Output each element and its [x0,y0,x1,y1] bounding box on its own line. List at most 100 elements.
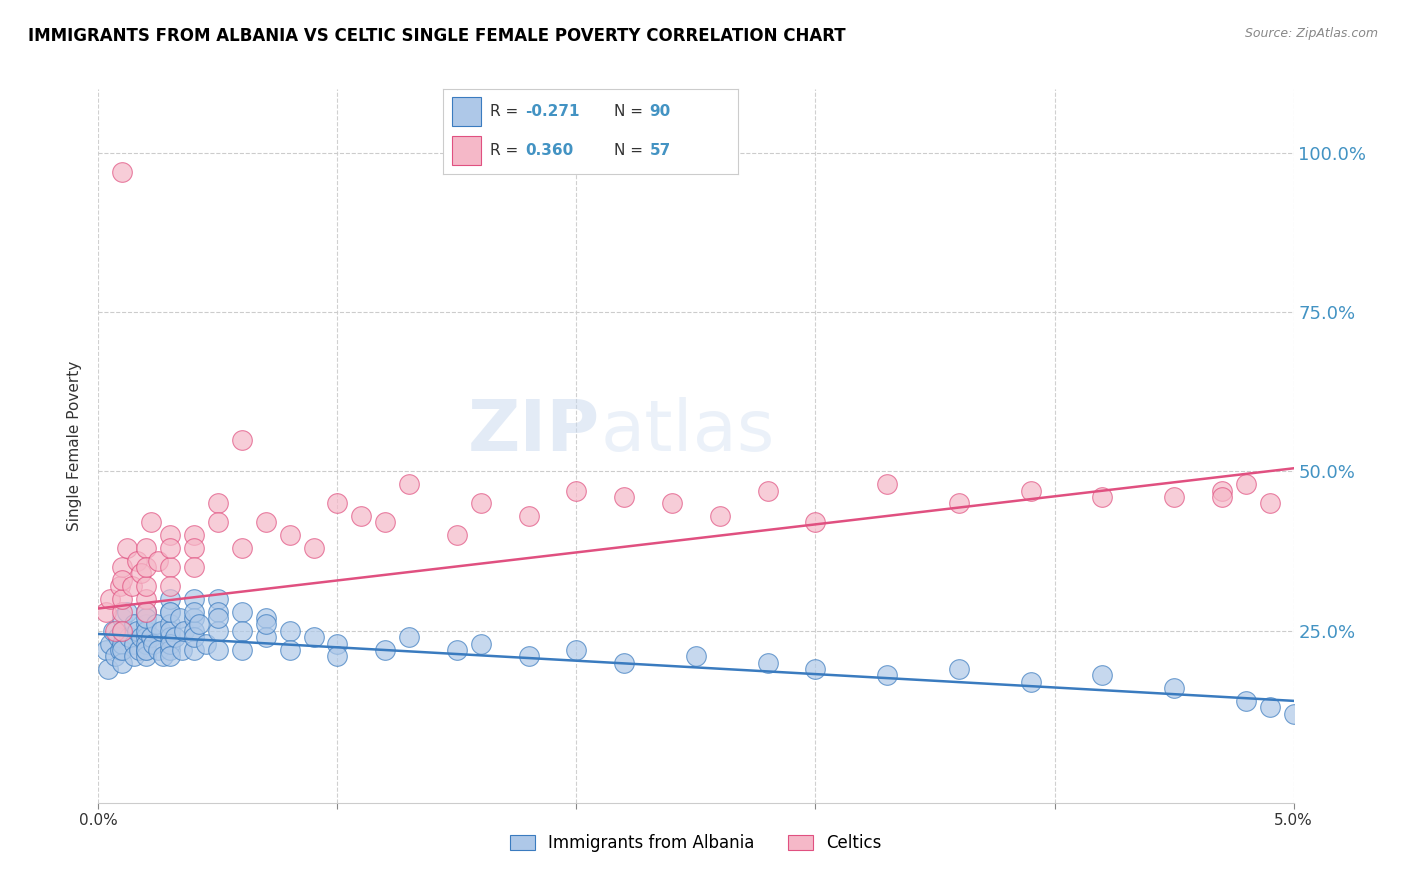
Point [104,649,127,664]
Point [111,636,134,650]
Point [804,662,827,676]
Text: Source: ZipAtlas.com: Source: ZipAtlas.com [1244,27,1378,40]
Point [125,624,148,638]
Point [613,490,636,504]
Point [135,541,157,555]
Point [1091,668,1114,682]
Point [104,624,127,638]
Point [135,643,157,657]
Point [159,541,181,555]
Point [470,636,492,650]
Point [254,516,277,530]
Point [128,643,150,657]
Point [183,528,205,542]
Point [159,591,181,606]
Point [517,509,540,524]
Point [278,528,301,542]
Point [278,643,301,657]
Point [1091,490,1114,504]
Point [118,630,141,644]
Point [183,560,205,574]
Point [135,636,157,650]
Point [565,483,588,498]
Point [254,611,277,625]
Point [207,496,229,510]
Point [1282,706,1305,721]
Text: R =: R = [491,143,523,158]
Point [195,636,218,650]
Point [159,630,181,644]
Point [135,617,157,632]
Point [183,541,205,555]
Point [98,636,122,650]
Point [111,611,134,625]
Point [135,591,157,606]
Point [115,605,138,619]
Point [661,496,683,510]
Point [159,624,181,638]
Point [231,433,253,447]
Point [159,636,181,650]
Point [709,509,731,524]
Point [111,573,134,587]
Point [613,656,636,670]
Point [254,617,277,632]
Point [149,624,172,638]
Point [1163,490,1185,504]
Point [142,636,165,650]
Point [1019,483,1042,498]
Point [470,496,492,510]
Point [565,643,588,657]
Legend: Immigrants from Albania, Celtics: Immigrants from Albania, Celtics [503,828,889,859]
Point [207,605,229,619]
Point [163,630,186,644]
Point [159,643,181,657]
Point [108,579,131,593]
Point [326,636,349,650]
Point [374,643,396,657]
Point [183,643,205,657]
Point [326,649,349,664]
Point [374,516,396,530]
Point [139,630,162,644]
Point [111,624,134,638]
Point [131,630,153,644]
Point [350,509,373,524]
Point [111,624,134,638]
Point [115,541,138,555]
Point [159,579,181,593]
Point [159,560,181,574]
Point [1258,700,1281,714]
Point [183,591,205,606]
Point [231,605,253,619]
Text: 90: 90 [650,104,671,120]
Point [111,165,134,179]
Point [94,643,117,657]
Bar [451,136,481,165]
Point [326,496,349,510]
Point [159,605,181,619]
Point [187,617,209,632]
Point [685,649,707,664]
Point [948,496,970,510]
Point [135,611,157,625]
Point [135,605,157,619]
Point [98,591,122,606]
Point [804,516,827,530]
Point [207,611,229,625]
Point [107,630,129,644]
Point [131,566,153,581]
Point [135,649,157,664]
Point [159,605,181,619]
Point [517,649,540,664]
Point [111,591,134,606]
Text: ZIP: ZIP [468,397,600,467]
Text: N =: N = [614,104,648,120]
Point [101,624,124,638]
Point [148,643,170,657]
Point [183,605,205,619]
Text: 57: 57 [650,143,671,158]
Point [1211,483,1233,498]
Point [231,643,253,657]
Point [135,560,157,574]
